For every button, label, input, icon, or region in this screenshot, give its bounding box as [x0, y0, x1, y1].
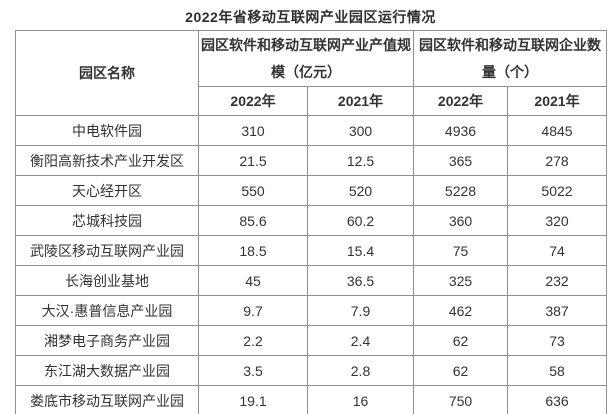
park-name-cell: 天心经开区: [15, 175, 199, 206]
park-name-header: 园区名称: [15, 30, 199, 116]
output-2021-cell: 520: [307, 175, 414, 206]
enterprises-2022-cell: 365: [413, 145, 508, 176]
output-2022-cell: 18.5: [198, 235, 308, 266]
enterprises-2021-cell: 58: [507, 355, 607, 386]
table-row: 中电软件园 310 300 4936 4845: [15, 115, 607, 146]
output-2022-cell: 85.6: [198, 205, 308, 236]
output-2021-cell: 15.4: [307, 235, 414, 266]
table-row: 大汉·惠普信息产业园 9.7 7.9 462 387: [15, 295, 607, 326]
output-2022-cell: 19.1: [198, 385, 308, 414]
enterprises-2022-cell: 62: [413, 355, 508, 386]
park-name-cell: 衡阳高新技术产业开发区: [15, 145, 199, 176]
park-name-cell: 中电软件园: [15, 115, 199, 146]
output-2022-cell: 45: [198, 265, 308, 296]
table-row: 武陵区移动互联网产业园 18.5 15.4 75 74: [15, 235, 607, 266]
enterprises-2022-cell: 75: [413, 235, 508, 266]
enterprises-2021-cell: 5022: [507, 175, 607, 206]
park-name-cell: 武陵区移动互联网产业园: [15, 235, 199, 266]
table-row: 湘梦电子商务产业园 2.2 2.4 62 73: [15, 325, 607, 356]
park-name-cell: 长海创业基地: [15, 265, 199, 296]
enterprises-2021-cell: 278: [507, 145, 607, 176]
output-2021-cell: 16: [307, 385, 414, 414]
enterprises-2022-cell: 62: [413, 325, 508, 356]
park-name-cell: 娄底市移动互联网产业园: [15, 385, 199, 414]
output-2022-cell: 310: [198, 115, 308, 146]
output-2022-cell: 550: [198, 175, 308, 206]
table-row: 东江湖大数据产业园 3.5 2.8 62 58: [15, 355, 607, 386]
park-name-cell: 大汉·惠普信息产业园: [15, 295, 199, 326]
enterprises-2022-cell: 4936: [413, 115, 508, 146]
enterprises-2022-cell: 360: [413, 205, 508, 236]
output-year-2022-header: 2022年: [198, 86, 308, 116]
enterprise-year-2022-header: 2022年: [413, 86, 508, 116]
enterprises-2022-cell: 5228: [413, 175, 508, 206]
output-year-2021-header: 2021年: [307, 86, 414, 116]
output-2021-cell: 7.9: [307, 295, 414, 326]
park-name-cell: 芯城科技园: [15, 205, 199, 236]
table-group-header-row: 园区名称 园区软件和移动互联网产业产值规模（亿元） 园区软件和移动互联网企业数量…: [15, 30, 607, 116]
output-scale-group-header: 园区软件和移动互联网产业产值规模（亿元）: [198, 30, 414, 87]
output-2022-cell: 21.5: [198, 145, 308, 176]
output-2021-cell: 36.5: [307, 265, 414, 296]
table-year-header-row: 2022年 2021年 2022年 2021年: [16, 86, 607, 116]
output-2021-cell: 12.5: [307, 145, 414, 176]
table-row: 天心经开区 550 520 5228 5022: [15, 175, 607, 206]
enterprises-2021-cell: 74: [507, 235, 607, 266]
enterprises-2021-cell: 320: [507, 205, 607, 236]
output-2021-cell: 300: [307, 115, 414, 146]
enterprises-2022-cell: 325: [413, 265, 508, 296]
table-row: 衡阳高新技术产业开发区 21.5 12.5 365 278: [15, 145, 607, 176]
output-2022-cell: 2.2: [198, 325, 308, 356]
enterprises-2021-cell: 387: [507, 295, 607, 326]
page-title: 2022年省移动互联网产业园区运行情况: [185, 9, 436, 25]
table-row: 芯城科技园 85.6 60.2 360 320: [15, 205, 607, 236]
enterprises-2022-cell: 750: [413, 385, 508, 414]
output-2022-cell: 9.7: [198, 295, 308, 326]
enterprises-2022-cell: 462: [413, 295, 508, 326]
enterprises-2021-cell: 4845: [507, 115, 607, 146]
table-row: 长海创业基地 45 36.5 325 232: [15, 265, 607, 296]
output-2021-cell: 2.8: [307, 355, 414, 386]
output-2021-cell: 60.2: [307, 205, 414, 236]
enterprises-2021-cell: 232: [507, 265, 607, 296]
industry-parks-table: 园区名称 园区软件和移动互联网产业产值规模（亿元） 园区软件和移动互联网企业数量…: [15, 30, 607, 414]
park-name-cell: 东江湖大数据产业园: [15, 355, 199, 386]
enterprise-count-group-header: 园区软件和移动互联网企业数量（个）: [413, 30, 607, 87]
enterprise-year-2021-header: 2021年: [507, 86, 607, 116]
enterprises-2021-cell: 73: [507, 325, 607, 356]
table-row: 娄底市移动互联网产业园 19.1 16 750 636: [15, 385, 607, 414]
output-2021-cell: 2.4: [307, 325, 414, 356]
enterprises-2021-cell: 636: [507, 385, 607, 414]
output-2022-cell: 3.5: [198, 355, 308, 386]
park-name-cell: 湘梦电子商务产业园: [15, 325, 199, 356]
